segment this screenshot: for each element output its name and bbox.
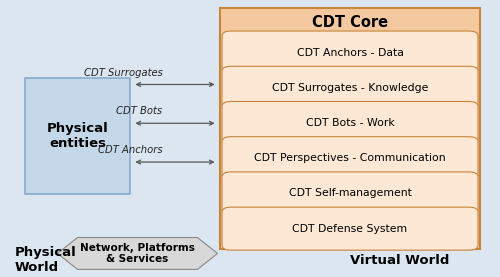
Text: CDT Bots - Work: CDT Bots - Work: [306, 118, 394, 128]
Text: CDT Perspectives - Communication: CDT Perspectives - Communication: [254, 153, 446, 163]
Text: CDT Anchors: CDT Anchors: [98, 145, 162, 155]
Text: CDT Surrogates - Knowledge: CDT Surrogates - Knowledge: [272, 83, 428, 93]
FancyBboxPatch shape: [222, 66, 478, 109]
Text: CDT Surrogates: CDT Surrogates: [84, 68, 162, 78]
FancyBboxPatch shape: [220, 8, 480, 249]
Text: Physical
World: Physical World: [15, 246, 77, 275]
FancyBboxPatch shape: [25, 78, 130, 194]
Text: CDT Anchors - Data: CDT Anchors - Data: [296, 48, 404, 58]
FancyBboxPatch shape: [222, 172, 478, 215]
FancyBboxPatch shape: [222, 207, 478, 250]
Text: Network, Platforms
& Services: Network, Platforms & Services: [80, 243, 195, 264]
FancyBboxPatch shape: [222, 137, 478, 180]
Polygon shape: [58, 237, 218, 269]
FancyBboxPatch shape: [222, 31, 478, 74]
Text: Virtual World: Virtual World: [350, 254, 450, 267]
Text: CDT Core: CDT Core: [312, 15, 388, 30]
Text: CDT Bots: CDT Bots: [116, 106, 162, 116]
Text: Physical
entities: Physical entities: [46, 122, 108, 150]
Text: CDT Defense System: CDT Defense System: [292, 224, 408, 234]
FancyBboxPatch shape: [222, 101, 478, 145]
Text: CDT Self-management: CDT Self-management: [288, 188, 412, 198]
